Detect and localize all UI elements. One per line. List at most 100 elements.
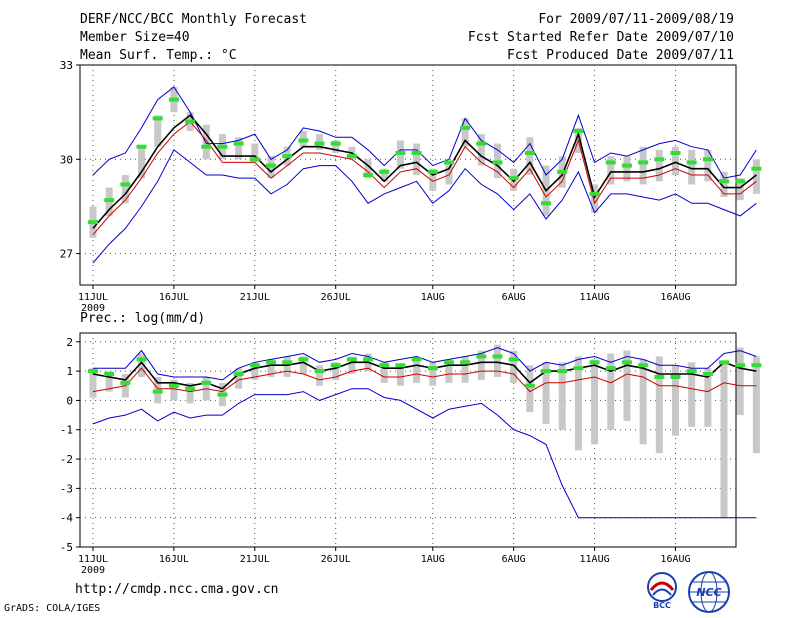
temp-spread-bar [639,146,647,185]
prec-plot-frame [79,332,737,548]
temp-marker [686,160,697,165]
temp-marker [443,160,454,165]
prec-x-tick-label: 26JUL [321,554,351,565]
prec-upper-envelope-line [93,347,757,381]
prec-marker [508,357,519,362]
prec-spread-bar [316,365,324,386]
prec-marker [443,360,454,365]
temp-marker [185,119,196,124]
temp-y-tick-label: 30 [60,153,73,166]
refer-date: Fcst Started Refer Date 2009/07/10 [467,30,734,45]
prec-marker [557,369,568,374]
prec-spread-bar [558,362,566,430]
forecast-period: For 2009/07/11-2009/08/19 [538,12,734,27]
temp-panel-title: Mean Surf. Temp.: °C [80,48,237,63]
temp-marker [508,176,519,181]
temp-spread-bar [202,124,210,160]
prec-spread-bar [251,362,259,380]
prec-marker [670,374,681,379]
prec-y-tick-label: 2 [66,336,73,349]
prec-y-tick-label: -4 [60,512,74,525]
prec-marker [411,357,422,362]
source-url[interactable]: http://cmdp.ncc.cma.gov.cn [75,582,279,597]
temp-marker [670,151,681,155]
temp-x-tick-label: 11JUL [78,292,108,303]
temp-spread-bar [138,146,146,179]
temp-marker [573,129,584,133]
temp-spread-bar [413,143,421,175]
temp-marker [346,154,357,159]
prec-marker [719,360,730,365]
temp-marker [589,191,600,196]
prec-marker [524,383,535,388]
temp-marker [201,144,212,149]
prec-marker [314,369,325,374]
prec-marker [363,357,374,362]
prec-y-tick-label: -5 [60,541,73,554]
prec-spread-bar [494,344,501,377]
temp-spread-bar [752,159,760,194]
temp-spread-bar [477,134,485,166]
bcc-logo: BCC [647,572,677,610]
prec-y-tick-label: -3 [60,482,73,495]
temp-marker [136,144,147,149]
prec-marker [120,380,131,385]
prec-marker [427,366,438,371]
prec-marker [573,366,584,371]
prec-spread-bar [170,379,178,401]
temp-marker [395,151,406,155]
temp-marker [476,141,487,146]
prec-spread-bar [461,356,469,383]
prec-marker [104,372,115,377]
prec-marker [346,357,357,362]
prec-x-tick-label: 6AUG [502,554,526,565]
prec-marker [152,389,163,394]
temp-spread-bar [704,149,712,182]
prec-marker [330,363,341,368]
temp-spread-bar [332,140,340,153]
temp-marker [104,198,115,203]
temp-marker [411,151,422,155]
prec-spread-bar [542,362,550,424]
prec-x-tick-label: 16JUL [159,554,189,565]
temp-marker [330,141,341,146]
temp-marker [217,144,228,149]
temp-spread-bar [655,149,663,182]
prec-spread-bar [445,359,453,383]
prec-year-label: 2009 [81,565,105,576]
prec-spread-bar [655,356,663,454]
temp-x-tick-label: 26JUL [321,292,351,303]
prec-marker [654,374,665,379]
temp-spread-bar [591,184,599,213]
produced-date: Fcst Produced Date 2009/07/11 [507,48,734,63]
prec-spread-bar [704,368,712,427]
prec-marker [702,372,713,377]
prec-marker [217,392,228,397]
temp-marker [249,157,260,162]
temp-spread-bar [445,162,453,185]
ncc-logo-text: NCC [696,586,721,599]
temp-marker [524,151,535,155]
prec-spread-bar [429,362,437,386]
temp-marker [314,141,325,146]
temp-marker [638,160,649,165]
temp-spread-bar [235,137,243,160]
temp-marker [541,201,552,206]
prec-spread-bar [283,356,291,377]
prec-spread-bar [299,356,307,375]
prec-marker [638,363,649,368]
temp-marker [492,160,503,165]
temp-lower-envelope-line [92,149,757,264]
prec-x-tick-label: 1AUG [421,554,445,565]
ncc-logo: NCC [688,571,730,613]
prec-panel-title: Prec.: log(mm/d) [80,311,206,326]
prec-spread-bar [235,368,243,389]
prec-marker [751,363,762,368]
temp-year-label: 2009 [81,303,105,314]
prec-marker [265,360,276,365]
temp-marker [233,141,244,146]
temp-x-tick-label: 16AUG [660,292,690,303]
temp-spread-bar [461,118,469,147]
temp-spread-bar [720,171,728,197]
prec-median-line [92,367,757,393]
